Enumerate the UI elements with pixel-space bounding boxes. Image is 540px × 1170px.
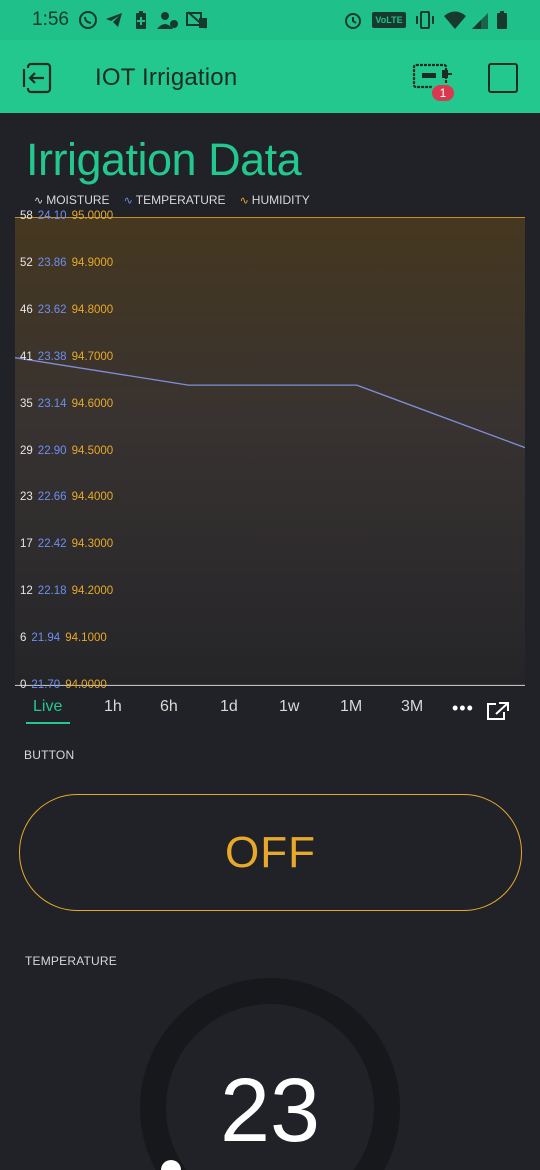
temperature-tick-label: 23.38 bbox=[37, 350, 67, 363]
y-tick-row: 41 23.38 94.7000 bbox=[20, 351, 113, 365]
gauge-knob bbox=[161, 1160, 181, 1170]
legend-humidity[interactable]: ∿ HUMIDITY bbox=[240, 193, 310, 207]
y-tick-row: 52 23.86 94.9000 bbox=[20, 257, 113, 271]
humidity-tick-label: 94.5000 bbox=[71, 444, 114, 457]
humidity-tick-label: 95.0000 bbox=[71, 210, 114, 222]
temperature-tick-label: 22.90 bbox=[37, 444, 67, 457]
expand-icon[interactable] bbox=[487, 702, 509, 720]
status-time: 1:56 bbox=[32, 9, 69, 30]
signal-icon bbox=[470, 10, 490, 30]
temperature-tick-label: 21.94 bbox=[31, 632, 61, 645]
y-tick-row: 46 23.62 94.8000 bbox=[20, 304, 113, 318]
legend-temperature[interactable]: ∿ TEMPERATURE bbox=[124, 193, 226, 207]
humidity-tick-label: 94.0000 bbox=[65, 679, 107, 691]
humidity-tick-label: 94.4000 bbox=[71, 491, 114, 504]
exit-icon[interactable] bbox=[20, 61, 54, 95]
humidity-tick-label: 94.1000 bbox=[65, 632, 107, 645]
moisture-tick-label: 41 bbox=[20, 350, 33, 363]
off-toggle-button[interactable]: OFF bbox=[19, 794, 522, 911]
button-widget-label: BUTTON bbox=[24, 748, 75, 762]
image-off-icon bbox=[186, 10, 208, 30]
temperature-tick-label: 23.14 bbox=[37, 397, 67, 410]
gauge-track bbox=[140, 978, 400, 1170]
y-tick-row: 29 22.90 94.5000 bbox=[20, 445, 113, 459]
humidity-tick-label: 94.3000 bbox=[71, 538, 114, 551]
chart-plot-area[interactable] bbox=[15, 217, 525, 686]
whatsapp-icon bbox=[78, 10, 98, 30]
humidity-tick-label: 94.2000 bbox=[71, 585, 114, 598]
tab-1m[interactable]: 1M bbox=[340, 698, 363, 715]
temperature-tick-label: 22.42 bbox=[37, 538, 67, 551]
y-tick-row: 23 22.66 94.4000 bbox=[20, 491, 113, 505]
battery-icon bbox=[496, 10, 508, 30]
line-chart-icon: ∿ bbox=[123, 194, 133, 207]
toggle-state-label: OFF bbox=[225, 827, 316, 877]
gauge-value: 23 bbox=[219, 1061, 321, 1161]
chart-svg bbox=[15, 217, 525, 686]
moisture-tick-label: 12 bbox=[20, 585, 33, 598]
app-title: IOT Irrigation bbox=[95, 64, 238, 91]
y-tick-row: 17 22.42 94.3000 bbox=[20, 538, 113, 552]
temperature-line bbox=[15, 357, 525, 449]
tab-1h[interactable]: 1h bbox=[104, 698, 122, 715]
line-chart-icon: ∿ bbox=[239, 194, 249, 207]
gauge-widget-label: TEMPERATURE bbox=[25, 954, 117, 968]
more-icon[interactable]: ••• bbox=[452, 698, 474, 718]
tab-1w[interactable]: 1w bbox=[279, 698, 300, 715]
temperature-tick-label: 23.62 bbox=[37, 303, 67, 316]
moisture-tick-label: 35 bbox=[20, 397, 33, 410]
temperature-tick-label: 24.10 bbox=[37, 210, 67, 222]
temperature-tick-label: 22.18 bbox=[37, 585, 67, 598]
active-tab-underline bbox=[26, 722, 70, 724]
moisture-tick-label: 52 bbox=[20, 256, 33, 269]
humidity-tick-label: 94.6000 bbox=[71, 397, 114, 410]
tab-1d[interactable]: 1d bbox=[220, 698, 238, 715]
y-tick-row: 35 23.14 94.6000 bbox=[20, 398, 113, 412]
y-tick-row: 58 24.10 95.0000 bbox=[20, 210, 113, 224]
vibrate-icon bbox=[414, 10, 436, 30]
humidity-area bbox=[15, 217, 525, 686]
status-bar: 1:56 VoLTE bbox=[0, 0, 540, 40]
humidity-tick-label: 94.9000 bbox=[71, 256, 114, 269]
people-icon bbox=[156, 10, 180, 30]
legend-moisture[interactable]: ∿ MOISTURE bbox=[34, 193, 110, 207]
moisture-tick-label: 0 bbox=[20, 679, 27, 691]
legend-label: TEMPERATURE bbox=[135, 193, 226, 207]
moisture-tick-label: 23 bbox=[20, 491, 33, 504]
chart-legend: ∿ MOISTURE ∿ TEMPERATURE ∿ HUMIDITY bbox=[34, 193, 310, 207]
legend-label: HUMIDITY bbox=[251, 193, 310, 207]
temperature-tick-label: 22.66 bbox=[37, 491, 67, 504]
alarm-icon bbox=[343, 10, 363, 30]
y-tick-row: 12 22.18 94.2000 bbox=[20, 585, 113, 599]
moisture-tick-label: 46 bbox=[20, 303, 33, 316]
tab-3m[interactable]: 3M bbox=[401, 698, 424, 715]
wifi-icon bbox=[443, 10, 467, 30]
device-icon[interactable] bbox=[412, 62, 454, 92]
volte-badge: VoLTE bbox=[372, 12, 406, 28]
chart-title: Irrigation Data bbox=[26, 134, 302, 185]
temperature-tick-label: 21.70 bbox=[31, 679, 61, 691]
stop-icon[interactable] bbox=[488, 63, 518, 93]
notification-badge: 1 bbox=[430, 83, 456, 103]
y-tick-row: 0 21.70 94.0000 bbox=[20, 679, 107, 693]
tab-live[interactable]: Live bbox=[33, 698, 63, 715]
humidity-tick-label: 94.8000 bbox=[71, 303, 114, 316]
moisture-tick-label: 58 bbox=[20, 210, 33, 222]
telegram-icon bbox=[104, 10, 124, 30]
y-tick-row: 6 21.94 94.1000 bbox=[20, 632, 107, 646]
legend-label: MOISTURE bbox=[46, 193, 110, 207]
humidity-tick-label: 94.7000 bbox=[71, 350, 114, 363]
temperature-tick-label: 23.86 bbox=[37, 256, 67, 269]
moisture-tick-label: 6 bbox=[20, 632, 27, 645]
battery-saver-icon bbox=[134, 10, 148, 30]
temperature-gauge bbox=[140, 978, 400, 1170]
tab-6h[interactable]: 6h bbox=[160, 698, 178, 715]
app-bar: IOT Irrigation 1 bbox=[0, 40, 540, 113]
moisture-tick-label: 29 bbox=[20, 444, 33, 457]
line-chart-icon: ∿ bbox=[34, 194, 44, 207]
moisture-tick-label: 17 bbox=[20, 538, 33, 551]
